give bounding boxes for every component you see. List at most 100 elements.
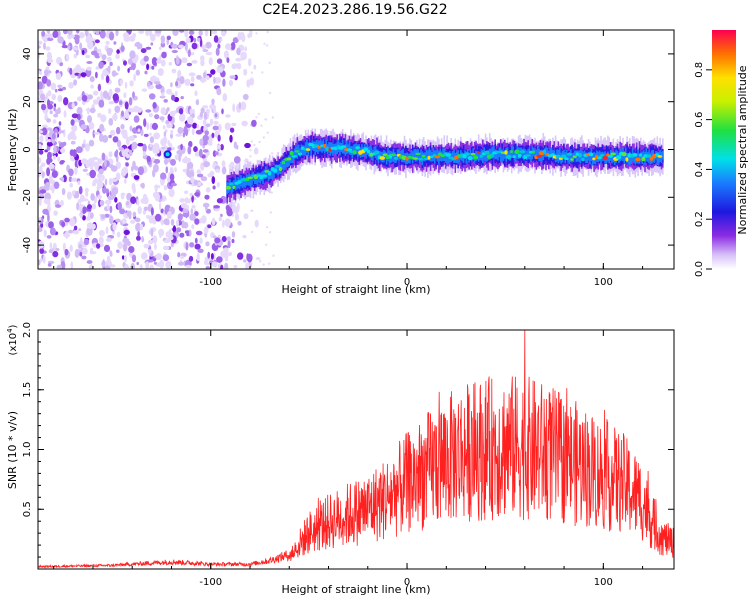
spectrogram-noise-blob bbox=[186, 168, 190, 178]
spectrogram-noise-blob bbox=[100, 91, 103, 99]
spectrogram-noise-blob bbox=[71, 102, 75, 109]
spectrogram-noise-blob bbox=[47, 213, 50, 222]
spectrogram-noise-blob bbox=[231, 204, 237, 214]
spectrogram-noise-blob bbox=[75, 146, 83, 154]
spectrogram-noise-blob bbox=[46, 37, 54, 42]
spectrogram-ridge-core bbox=[625, 157, 629, 162]
spectrogram-noise-blob bbox=[216, 256, 223, 263]
spectrogram-noise-blob bbox=[182, 212, 189, 218]
spectrogram-noise-blob bbox=[198, 148, 203, 158]
spectrogram-noise-blob bbox=[148, 93, 156, 100]
x-tick-label: 100 bbox=[594, 577, 613, 588]
spectrogram-noise-blob bbox=[109, 250, 113, 256]
spectrogram-noise-blob bbox=[97, 48, 102, 53]
spectrogram-noise-blob bbox=[175, 81, 179, 87]
spectrogram-noise-blob bbox=[41, 127, 48, 136]
spectrogram-noise-blob bbox=[91, 203, 97, 210]
spectrogram-noise-blob bbox=[187, 49, 191, 58]
spectrogram-ridge-cell bbox=[416, 149, 418, 162]
spectrogram-noise-blob bbox=[219, 66, 224, 73]
spectrogram-noise-blob bbox=[117, 241, 123, 249]
spectrogram-noise-blob bbox=[97, 112, 102, 118]
spectrogram-noise-blob bbox=[60, 199, 64, 207]
spectrogram-ridge-cell bbox=[629, 151, 631, 165]
spectrogram-ridge-core bbox=[374, 150, 380, 155]
spectrogram-noise-blob bbox=[224, 218, 231, 227]
spectrogram-ridge-cell bbox=[633, 152, 635, 163]
spectrogram-ridge-cell bbox=[519, 147, 521, 159]
spectrogram-noise-blob bbox=[214, 237, 221, 244]
spectrogram-noise-blob bbox=[48, 249, 54, 254]
spectrogram-noise-blob bbox=[201, 44, 207, 50]
spectrogram-noise-blob bbox=[160, 179, 165, 186]
spectrogram-noise-blob bbox=[221, 31, 226, 37]
spectrogram-noise-blob bbox=[39, 93, 46, 101]
x-tick-label: -100 bbox=[199, 577, 222, 588]
spectrogram-ridge-core bbox=[275, 165, 281, 168]
spectrogram-ridge-cell bbox=[586, 153, 589, 163]
spectrogram-noise-blob bbox=[271, 116, 275, 119]
spectrogram-noise-blob bbox=[61, 188, 66, 196]
spectrogram-ridge-cell bbox=[469, 150, 472, 160]
spectrogram-ridge-cell bbox=[541, 149, 543, 162]
spectrogram-noise-blob bbox=[204, 30, 209, 37]
spectrogram-noise-blob bbox=[86, 107, 90, 115]
spectrogram-noise-blob bbox=[200, 217, 206, 222]
spectrogram-noise-blob bbox=[38, 130, 44, 134]
spectrogram-noise-blob bbox=[90, 84, 94, 89]
spectrogram-ridge-cell bbox=[328, 142, 330, 153]
spectrogram-noise-blob bbox=[148, 113, 153, 118]
spectrogram-ridge-core bbox=[289, 150, 294, 156]
spectrogram-noise-blob bbox=[196, 173, 204, 178]
spectrogram-ridge-core bbox=[514, 149, 520, 155]
spectrogram-noise-blob bbox=[100, 214, 106, 220]
spectrogram-noise-blob bbox=[255, 257, 261, 261]
spectrogram-noise-blob bbox=[154, 114, 160, 120]
spectrogram-noise-blob bbox=[80, 194, 85, 202]
spectrogram-noise-blob bbox=[78, 72, 82, 79]
snr-plot-frame bbox=[37, 329, 675, 570]
spectrogram-noise-blob bbox=[38, 40, 43, 45]
spectrogram-noise-blob bbox=[231, 231, 236, 238]
spectrogram-noise-blob bbox=[98, 99, 105, 108]
spectrogram-noise-blob bbox=[212, 125, 219, 131]
spectrogram-ridge-cell bbox=[499, 147, 502, 162]
spectrogram-noise-blob bbox=[70, 140, 76, 145]
spectrogram-noise-blob bbox=[175, 133, 183, 137]
spectrogram-ridge-cell bbox=[410, 150, 413, 160]
spectrogram-ridge-core bbox=[346, 148, 353, 152]
spectrogram-noise-blob bbox=[72, 230, 80, 235]
spectrogram-noise-blob bbox=[190, 176, 195, 184]
spectrogram-noise-blob bbox=[56, 264, 63, 269]
spectrogram-noise-blob bbox=[81, 255, 87, 260]
spectrogram-noise-blob bbox=[46, 30, 51, 34]
spectrogram-ridge-cell bbox=[458, 154, 461, 163]
spectrogram-ridge-cell bbox=[418, 152, 421, 164]
spectrogram-noise-blob bbox=[38, 197, 42, 206]
spectrogram-noise-blob bbox=[155, 83, 162, 90]
spectrogram-noise-blob bbox=[145, 46, 152, 50]
spectrogram-ridge-cell bbox=[251, 173, 253, 186]
spectrogram-noise-blob bbox=[251, 119, 257, 127]
snr-y-axis-label: SNR (10 * v/v) bbox=[6, 411, 19, 489]
spectrogram-noise-blob bbox=[254, 219, 259, 228]
spectrogram-ridge-cell bbox=[314, 141, 316, 155]
spectrogram-ridge-core bbox=[578, 153, 582, 158]
spectrogram-noise-blob bbox=[246, 253, 250, 261]
spectrogram-noise-blob bbox=[171, 49, 178, 54]
spectrogram-noise-blob bbox=[98, 236, 104, 244]
spectrogram-noise-blob bbox=[135, 222, 142, 232]
spectrogram-noise-blob bbox=[209, 118, 214, 126]
spectrogram-noise-blob bbox=[250, 140, 253, 143]
spectrogram-noise-blob bbox=[135, 125, 143, 131]
spectrogram-noise-blob bbox=[46, 235, 52, 239]
spectrogram-noise-blob bbox=[69, 149, 75, 157]
spectrogram-ridge-cell bbox=[495, 149, 498, 160]
spectrogram-noise-blob bbox=[69, 244, 73, 252]
spectrogram-noise-blob bbox=[178, 153, 181, 163]
spectrogram-ridge-cell bbox=[585, 152, 587, 163]
spectrogram-noise-blob bbox=[147, 239, 154, 245]
spectrogram-noise-blob bbox=[170, 158, 176, 166]
spectrogram-noise-blob bbox=[170, 82, 173, 88]
spectrogram-noise-blob bbox=[165, 152, 170, 157]
